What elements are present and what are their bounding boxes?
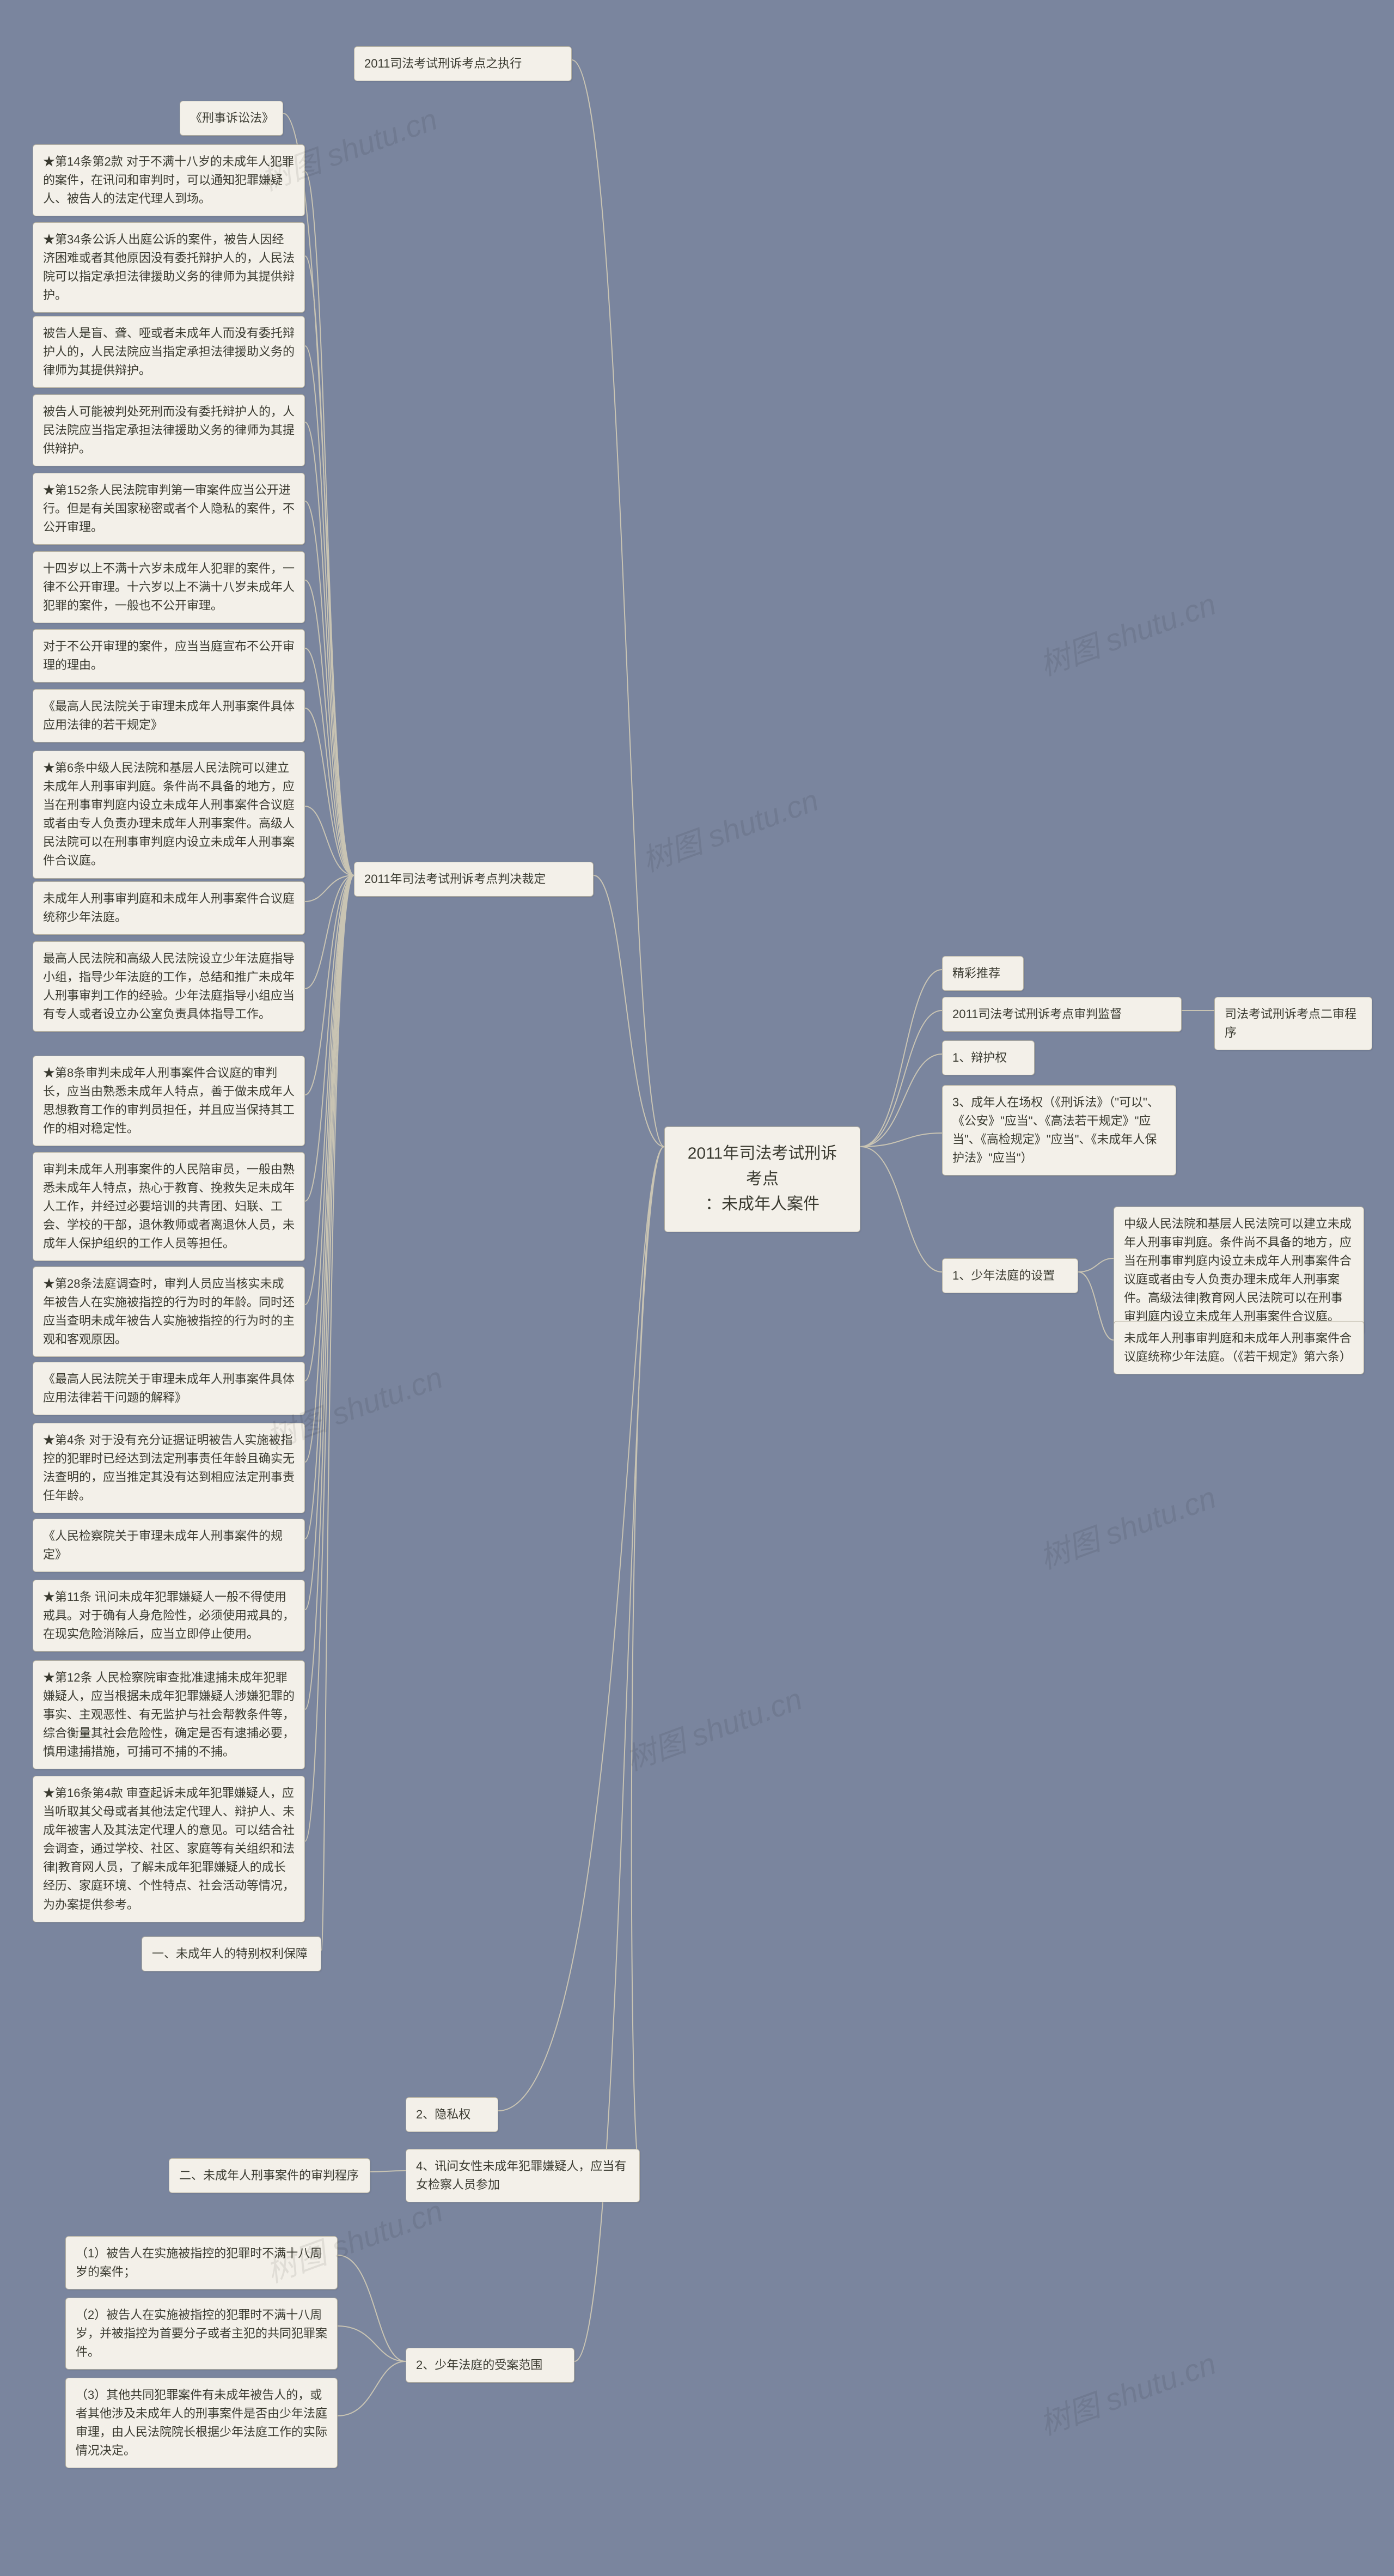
left-L0[interactable]: 《刑事诉讼法》 <box>180 101 283 136</box>
right-juvenile-court-a[interactable]: 中级人民法院和基层人民法院可以建立未成年人刑事审判庭。条件尚不具备的地方，应当在… <box>1114 1207 1364 1335</box>
root-title-l1: 2011年司法考试刑诉考点 <box>681 1141 843 1192</box>
left-L20[interactable]: ★第16条第4款 审查起诉未成年犯罪嫌疑人，应当听取其父母或者其他法定代理人、辩… <box>33 1776 305 1922</box>
left-L5[interactable]: ★第152条人民法院审判第一审案件应当公开进行。但是有关国家秘密或者个人隐私的案… <box>33 473 305 545</box>
watermark: 树图 shutu.cn <box>1032 2339 1221 2444</box>
watermark: 树图 shutu.cn <box>1032 580 1221 684</box>
root-node[interactable]: 2011年司法考试刑诉考点 ：未成年人案件 <box>664 1126 860 1232</box>
left-L7[interactable]: 对于不公开审理的案件，应当当庭宣布不公开审理的理由。 <box>33 629 305 683</box>
left-L22[interactable]: 二、未成年人刑事案件的审判程序 <box>169 2158 370 2193</box>
watermark: 树图 shutu.cn <box>635 776 824 880</box>
right-supervision[interactable]: 2011司法考试刑诉考点审判监督 <box>942 997 1182 1032</box>
mid-case-scope[interactable]: 2、少年法庭的受案范围 <box>406 2348 574 2383</box>
right-juvenile-court[interactable]: 1、少年法庭的设置 <box>942 1258 1078 1293</box>
left-L2[interactable]: ★第34条公诉人出庭公诉的案件，被告人因经济困难或者其他原因没有委托辩护人的，人… <box>33 222 305 313</box>
left-C3[interactable]: （3）其他共同犯罪案件有未成年被告人的，或者其他涉及未成年人的刑事案件是否由少年… <box>65 2378 338 2468</box>
left-L18[interactable]: ★第11条 讯问未成年犯罪嫌疑人一般不得使用戒具。对于确有人身危险性，必须使用戒… <box>33 1580 305 1652</box>
left-L3[interactable]: 被告人是盲、聋、哑或者未成年人而没有委托辩护人的，人民法院应当指定承担法律援助义… <box>33 316 305 388</box>
watermark: 树图 shutu.cn <box>1032 1473 1221 1578</box>
left-L4[interactable]: 被告人可能被判处死刑而没有委托辩护人的，人民法院应当指定承担法律援助义务的律师为… <box>33 394 305 466</box>
mid-female-interrogation[interactable]: 4、讯问女性未成年犯罪嫌疑人，应当有女检察人员参加 <box>406 2149 640 2202</box>
left-L13[interactable]: 审判未成年人刑事案件的人民陪审员，一般由熟悉未成年人特点，热心于教育、挽救失足未… <box>33 1152 305 1261</box>
right-recommend[interactable]: 精彩推荐 <box>942 956 1024 991</box>
left-L16[interactable]: ★第4条 对于没有充分证据证明被告人实施被指控的犯罪时已经达到法定刑事责任年龄且… <box>33 1423 305 1513</box>
watermark: 树图 shutu.cn <box>619 1674 808 1779</box>
right-juvenile-court-b[interactable]: 未成年人刑事审判庭和未成年人刑事案件合议庭统称少年法庭。（《若干规定》第六条） <box>1114 1321 1364 1374</box>
left-L10[interactable]: 未成年人刑事审判庭和未成年人刑事案件合议庭统称少年法庭。 <box>33 881 305 935</box>
right-supervision-child[interactable]: 司法考试刑诉考点二审程序 <box>1214 997 1372 1050</box>
left-L11[interactable]: 最高人民法院和高级人民法院设立少年法庭指导小组，指导少年法庭的工作，总结和推广未… <box>33 941 305 1032</box>
left-L9[interactable]: ★第6条中级人民法院和基层人民法院可以建立未成年人刑事审判庭。条件尚不具备的地方… <box>33 751 305 879</box>
left-L15[interactable]: 《最高人民法院关于审理未成年人刑事案件具体应用法律若干问题的解释》 <box>33 1362 305 1415</box>
mid-judgment[interactable]: 2011年司法考试刑诉考点判决裁定 <box>354 862 594 897</box>
left-L19[interactable]: ★第12条 人民检察院审查批准逮捕未成年犯罪嫌疑人，应当根据未成年犯罪嫌疑人涉嫌… <box>33 1660 305 1769</box>
left-L21[interactable]: 一、未成年人的特别权利保障 <box>142 1936 321 1971</box>
left-L1[interactable]: ★第14条第2款 对于不满十八岁的未成年人犯罪的案件，在讯问和审判时，可以通知犯… <box>33 144 305 216</box>
right-defense[interactable]: 1、辩护权 <box>942 1040 1035 1075</box>
root-title-l2: ：未成年人案件 <box>681 1192 843 1217</box>
mid-execution[interactable]: 2011司法考试刑诉考点之执行 <box>354 46 572 81</box>
mid-privacy[interactable]: 2、隐私权 <box>406 2097 498 2132</box>
left-L14[interactable]: ★第28条法庭调查时，审判人员应当核实未成年被告人在实施被指控的行为时的年龄。同… <box>33 1266 305 1357</box>
left-C2[interactable]: （2）被告人在实施被指控的犯罪时不满十八周岁，并被指控为首要分子或者主犯的共同犯… <box>65 2298 338 2370</box>
left-L8[interactable]: 《最高人民法院关于审理未成年人刑事案件具体应用法律的若干规定》 <box>33 689 305 742</box>
left-L17[interactable]: 《人民检察院关于审理未成年人刑事案件的规定》 <box>33 1519 305 1572</box>
left-L6[interactable]: 十四岁以上不满十六岁未成年人犯罪的案件，一律不公开审理。十六岁以上不满十八岁未成… <box>33 551 305 623</box>
left-C1[interactable]: （1）被告人在实施被指控的犯罪时不满十八周岁的案件； <box>65 2236 338 2289</box>
right-adult-presence[interactable]: 3、成年人在场权（《刑诉法》（"可以"、《公安》"应当"、《高法若干规定》"应当… <box>942 1085 1176 1176</box>
left-L12[interactable]: ★第8条审判未成年人刑事案件合议庭的审判长，应当由熟悉未成年人特点，善于做未成年… <box>33 1056 305 1146</box>
